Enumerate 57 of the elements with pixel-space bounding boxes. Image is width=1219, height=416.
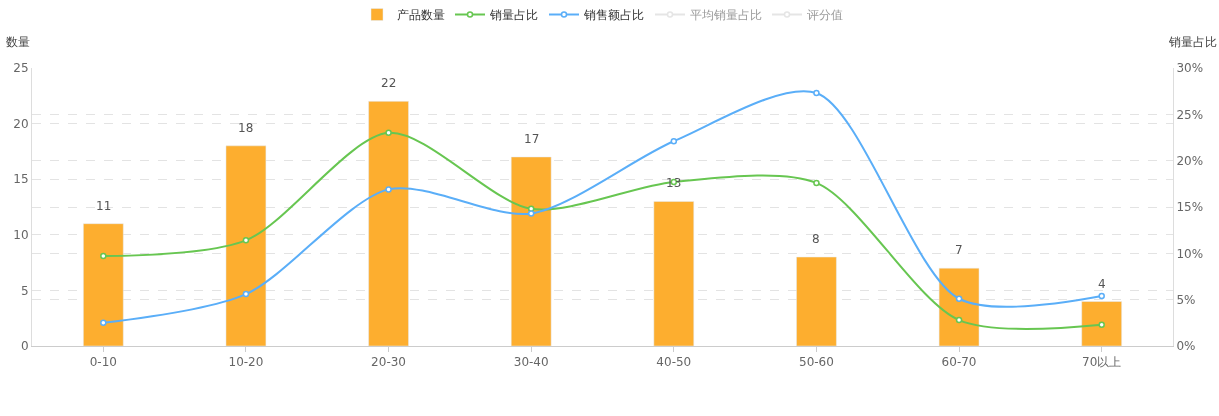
- point: [385, 186, 392, 193]
- y2-tick-label: 15%: [1176, 200, 1204, 215]
- y-tick-label: 15: [13, 172, 29, 187]
- x-tick-label: 30-40: [513, 355, 549, 370]
- bar: [1081, 301, 1122, 346]
- legend-label: 销量占比: [489, 8, 538, 23]
- bar: [510, 156, 552, 346]
- point: [242, 290, 250, 298]
- point: [242, 237, 250, 244]
- y2-tick-label: 20%: [1176, 153, 1204, 168]
- y2-tick-label: 25%: [1176, 107, 1204, 122]
- data-label: 17: [524, 132, 540, 146]
- point: [955, 295, 963, 302]
- point: [527, 210, 535, 217]
- x-tick-label: 70以上: [1082, 355, 1122, 370]
- legend-label: 评分值: [807, 8, 843, 23]
- bar: [83, 223, 124, 346]
- legend-label: 销售额占比: [583, 8, 644, 23]
- x-tick-label: 60-70: [941, 355, 977, 370]
- x-tick-label: 50-60: [799, 355, 834, 370]
- bar: [653, 201, 695, 346]
- x-tick-label: 20-30: [371, 355, 406, 370]
- y-tick-label: 25: [13, 61, 29, 76]
- y-tick-label: 0: [20, 339, 29, 354]
- data-label: 18: [238, 121, 254, 135]
- data-label: 8: [812, 232, 820, 246]
- y-axis-title: 数量: [6, 35, 30, 49]
- point: [100, 252, 107, 260]
- point: [385, 129, 392, 137]
- y-tick-label: 10: [13, 228, 29, 242]
- data-label: 7: [955, 243, 963, 257]
- y2-tick-label: 30%: [1176, 61, 1204, 76]
- data-label: 11: [96, 199, 112, 213]
- point: [1098, 321, 1105, 328]
- x-tick-label: 40-50: [656, 355, 692, 370]
- point: [100, 319, 107, 327]
- x-tick-label: 10-20: [228, 355, 264, 370]
- y-tick-label: 5: [20, 283, 29, 298]
- point: [1098, 292, 1105, 300]
- bar: [225, 145, 267, 346]
- point: [813, 89, 820, 97]
- bar: [368, 101, 409, 346]
- legend-label: 平均销量占比: [690, 8, 762, 23]
- data-label: 22: [381, 76, 397, 90]
- x-tick-label: 0-10: [89, 355, 117, 370]
- y2-tick-label: 10%: [1176, 246, 1204, 261]
- point: [955, 316, 963, 324]
- bar: [938, 267, 980, 346]
- point: [813, 179, 820, 187]
- data-label: 4: [1098, 277, 1106, 291]
- y2-tick-label: 5%: [1176, 292, 1196, 307]
- bar: [796, 256, 837, 346]
- y2-axis-title: 销量占比: [1168, 35, 1217, 49]
- y2-tick-label: 0%: [1176, 339, 1196, 354]
- legend-label: 产品数量: [397, 8, 445, 23]
- point: [670, 137, 678, 145]
- y-tick-label: 20: [13, 116, 29, 131]
